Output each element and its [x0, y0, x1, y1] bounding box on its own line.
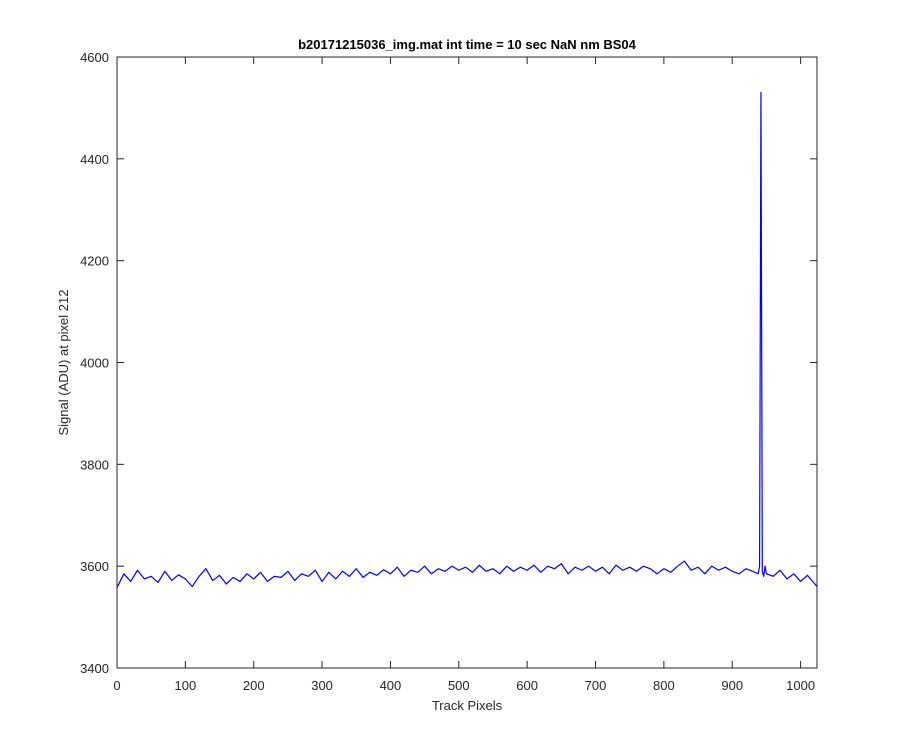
- x-tick-label: 100: [175, 678, 197, 693]
- series-line-0: [116, 92, 818, 588]
- y-tick-label: 4000: [80, 356, 109, 371]
- y-tick-label: 3600: [80, 559, 109, 574]
- y-axis-label: Signal (ADU) at pixel 212: [56, 290, 71, 436]
- ticks-layer: 0 100 200 300 400 500 600 700 800 900 1000 3400 3600…: [80, 50, 817, 693]
- x-tick-label: 1000: [786, 678, 815, 693]
- x-tick-label: 200: [243, 678, 265, 693]
- data-layer: [116, 92, 818, 588]
- y-tick-label: 4400: [80, 152, 109, 167]
- y-tick-label: 3800: [80, 457, 109, 472]
- x-tick-label: 300: [311, 678, 333, 693]
- x-tick-label: 700: [585, 678, 607, 693]
- x-tick-label: 800: [653, 678, 675, 693]
- y-tick-label: 3400: [80, 661, 109, 676]
- x-axis-label: Track Pixels: [432, 698, 503, 713]
- chart-title: b20171215036_img.mat int time = 10 sec N…: [298, 37, 637, 52]
- axes-box: [116, 56, 818, 669]
- x-tick-label: 900: [721, 678, 743, 693]
- x-tick-label: 600: [516, 678, 538, 693]
- x-tick-label: 0: [113, 678, 120, 693]
- x-tick-label: 400: [380, 678, 402, 693]
- y-tick-label: 4200: [80, 254, 109, 269]
- y-tick-label: 4600: [80, 50, 109, 65]
- x-tick-label: 500: [448, 678, 470, 693]
